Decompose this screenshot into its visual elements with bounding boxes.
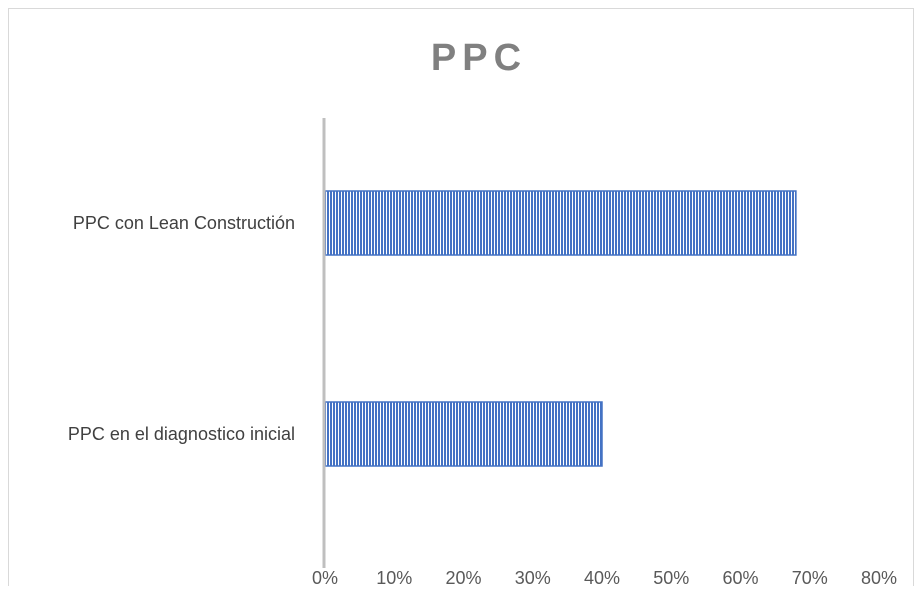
x-tick-label-2: 20% xyxy=(445,568,481,588)
x-tick-label-3: 30% xyxy=(515,568,551,588)
x-tick-labels: 0% 10% 20% 30% 40% 50% 60% 70% 80% xyxy=(312,568,897,588)
x-tick-label-1: 10% xyxy=(376,568,412,588)
bars-layer xyxy=(324,190,797,467)
chart-title: PPC xyxy=(431,37,527,79)
category-labels: PPC con Lean Constructión PPC en el diagn… xyxy=(68,213,295,444)
x-tick-label-4: 40% xyxy=(584,568,620,588)
bar-2 xyxy=(324,401,603,467)
category-label-2: PPC en el diagnostico inicial xyxy=(68,424,295,444)
x-tick-label-5: 50% xyxy=(653,568,689,588)
chart-frame xyxy=(8,8,914,586)
x-tick-label-8: 80% xyxy=(861,568,897,588)
x-tick-label-7: 70% xyxy=(792,568,828,588)
x-tick-label-6: 60% xyxy=(722,568,758,588)
x-tick-label-0: 0% xyxy=(312,568,338,588)
category-label-1: PPC con Lean Constructión xyxy=(73,213,295,233)
bar-1 xyxy=(324,190,797,256)
